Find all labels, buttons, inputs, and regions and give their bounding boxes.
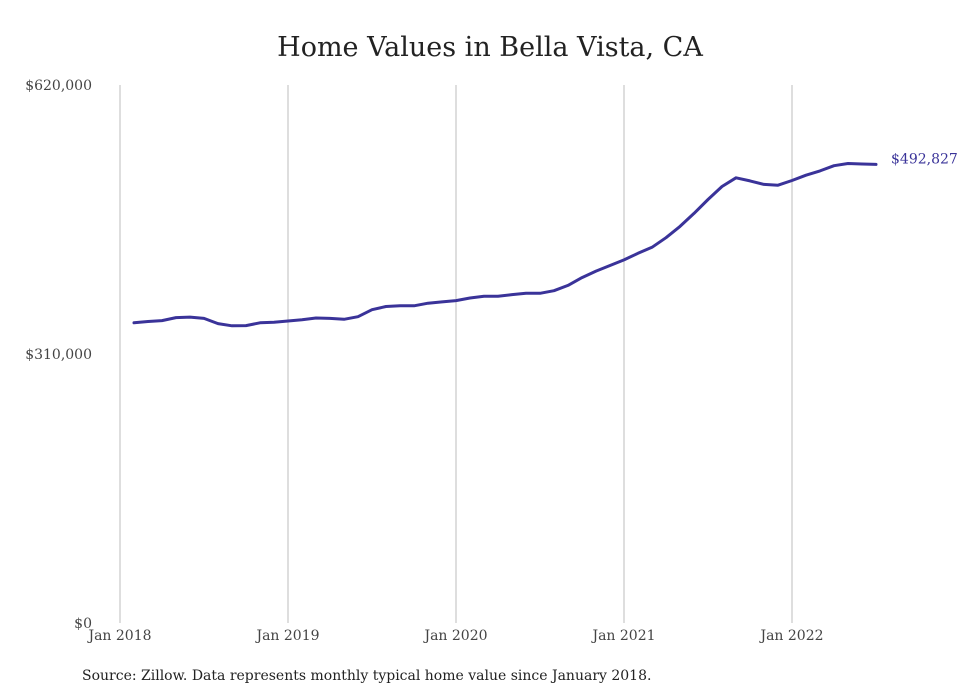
x-tick-label: Jan 2022 xyxy=(758,628,823,644)
series-line xyxy=(132,162,878,328)
y-tick-label: $620,000 xyxy=(25,78,92,94)
chart-title: Home Values in Bella Vista, CA xyxy=(277,32,703,63)
x-tick-label: Jan 2020 xyxy=(422,628,487,644)
x-tick-label: Jan 2021 xyxy=(590,628,655,644)
end-value-label: $492,827 xyxy=(891,151,958,167)
y-tick-label: $0 xyxy=(74,616,92,632)
x-tick-label: Jan 2019 xyxy=(254,628,319,644)
x-tick-label: Jan 2018 xyxy=(86,628,151,644)
source-note: Source: Zillow. Data represents monthly … xyxy=(82,668,652,684)
y-tick-label: $310,000 xyxy=(25,347,92,363)
